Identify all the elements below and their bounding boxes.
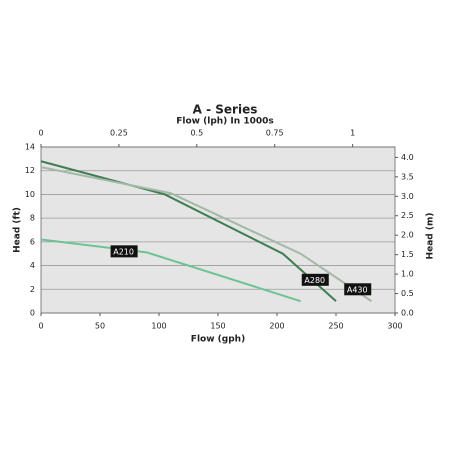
y2-tick-label: 0.5 (401, 289, 414, 298)
y2-tick-label: 1.0 (401, 270, 414, 279)
x-tick-label: 0 (38, 322, 43, 331)
x-tick-label: 250 (328, 322, 343, 331)
x-tick-label: 300 (387, 322, 402, 331)
y2-tick-label: 3.5 (401, 172, 414, 181)
series-label: A280 (304, 276, 325, 285)
y-tick-label: 0 (30, 309, 35, 318)
x2-tick-label: 0 (38, 129, 43, 138)
y2-tick-label: 2.0 (401, 231, 414, 240)
y-tick-label: 2 (30, 285, 35, 294)
series-label-box (110, 245, 138, 258)
y-tick-label: 6 (30, 237, 35, 246)
y-tick-label: 14 (25, 143, 35, 152)
x-tick-label: 50 (95, 322, 105, 331)
y2-axis-label: Head (m) (426, 213, 436, 260)
x-tick-label: 200 (269, 322, 284, 331)
y-axis-label: Head (ft) (13, 207, 23, 253)
y-tick-label: 12 (25, 166, 35, 175)
y2-tick-label: 1.5 (401, 250, 414, 259)
chart-title: A - Series (193, 103, 258, 117)
x2-tick-label: 0.75 (266, 129, 284, 138)
plot-frame (40, 146, 396, 314)
x-tick-label: 150 (210, 322, 225, 331)
x2-tick-label: 0.5 (190, 129, 203, 138)
series-line (40, 238, 301, 303)
y2-tick-label: 3.0 (401, 192, 414, 201)
series-line (40, 166, 372, 302)
x-axis-label: Flow (gph) (191, 335, 245, 345)
series-label-box (344, 283, 372, 296)
series-label: A210 (113, 247, 134, 256)
series-label: A430 (347, 285, 368, 294)
y-tick-label: 10 (25, 190, 35, 199)
y-tick-label: 8 (30, 214, 35, 223)
y2-tick-label: 0.0 (401, 309, 414, 318)
y2-tick-label: 2.5 (401, 211, 414, 220)
x-tick-label: 100 (151, 322, 166, 331)
series-label-box (301, 273, 329, 286)
top-axis-label: Flow (lph) In 1000s (176, 117, 273, 127)
y2-tick-label: 4.0 (401, 153, 414, 162)
plot-area (41, 147, 395, 313)
x2-tick-label: 0.25 (110, 129, 128, 138)
y-tick-label: 4 (30, 261, 35, 270)
x2-tick-label: 1 (350, 129, 355, 138)
